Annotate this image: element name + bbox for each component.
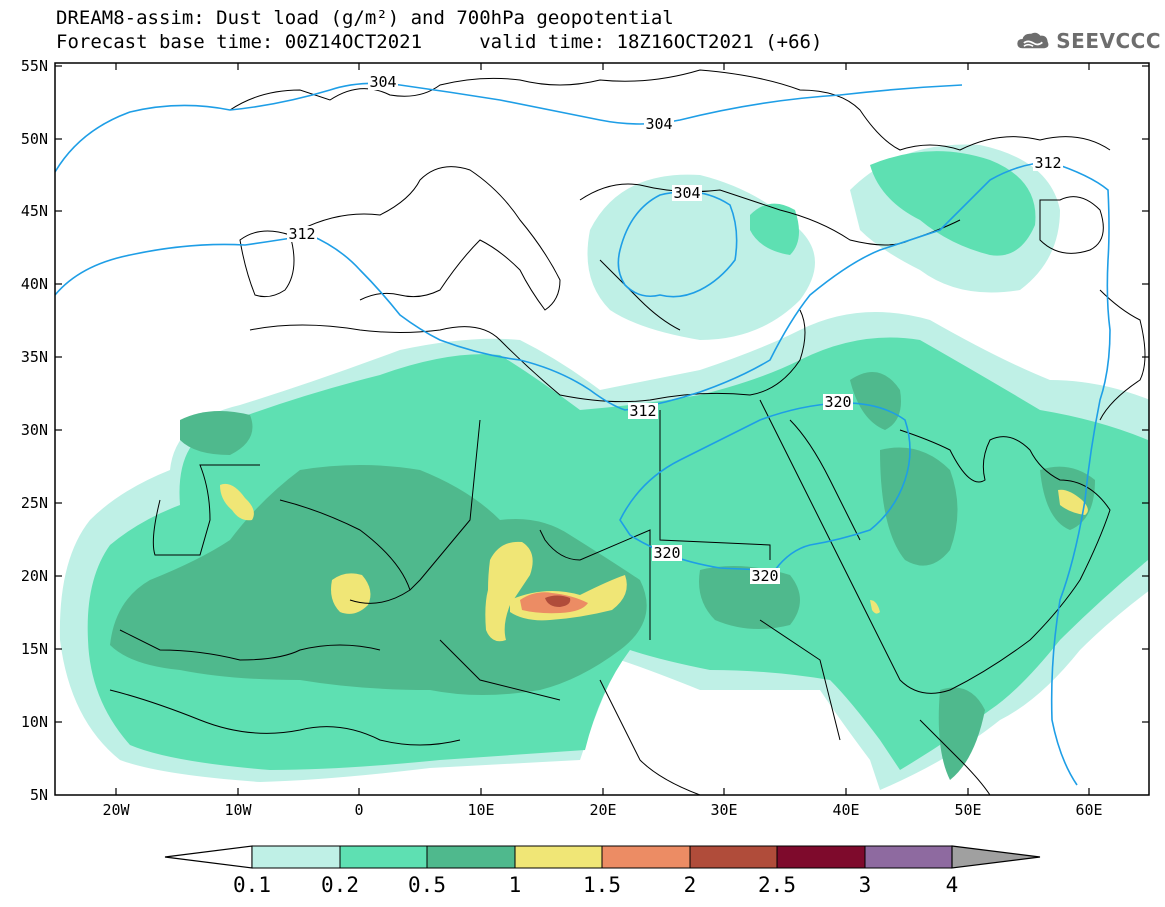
dust-region-0-5 — [180, 411, 253, 455]
colorbar-swatch — [251, 845, 341, 869]
colorbar-label: 3 — [859, 873, 872, 897]
colorbar-label: 0.2 — [321, 873, 359, 897]
lon-label: 50E — [954, 801, 981, 819]
cloud-icon — [1017, 32, 1049, 49]
contour-label: 304 — [672, 184, 702, 202]
lat-label: 35N — [21, 348, 48, 366]
contour-label: 312 — [287, 225, 317, 243]
lat-label: 10N — [21, 713, 48, 731]
svg-text:312: 312 — [288, 225, 315, 243]
svg-text:312: 312 — [1034, 154, 1061, 172]
dust-region-1 — [485, 541, 533, 642]
contour-304-north — [55, 82, 963, 173]
colorbar-swatch — [689, 845, 778, 869]
contour-label: 320 — [750, 567, 780, 585]
lat-label: 30N — [21, 421, 48, 439]
colorbar-label: 2 — [684, 873, 697, 897]
svg-text:304: 304 — [369, 73, 396, 91]
lat-label: 40N — [21, 275, 48, 293]
contour-304-balkans — [617, 190, 738, 298]
lat-label: 55N — [21, 57, 48, 75]
svg-text:312: 312 — [629, 402, 656, 420]
colorbar-label: 0.5 — [408, 873, 446, 897]
lat-label: 50N — [21, 130, 48, 148]
colorbar-low-arrow — [164, 845, 253, 869]
colorbar: 0.1 0.2 0.5 1 1.5 2 2.5 3 4 — [164, 845, 1041, 897]
svg-text:320: 320 — [653, 544, 680, 562]
colorbar-swatch — [426, 845, 516, 869]
contour-labels: 304 304 304 312 312 312 320 320 320 — [287, 73, 1063, 585]
logo-text: SEEVCCC — [1056, 29, 1161, 53]
map-frame — [54, 62, 1150, 796]
chart-title: DREAM8-assim: Dust load (g/m²) and 700hP… — [56, 7, 674, 29]
colorbar-swatch — [776, 845, 866, 869]
svg-text:320: 320 — [751, 567, 778, 585]
colorbar-label: 4 — [946, 873, 959, 897]
lon-label: 60E — [1075, 801, 1102, 819]
lon-label: 40E — [832, 801, 859, 819]
dust-field — [55, 69, 1149, 795]
svg-text:304: 304 — [645, 115, 672, 133]
dust-region-0-5 — [110, 465, 647, 695]
svg-text:320: 320 — [824, 393, 851, 411]
contour-label: 320 — [652, 544, 682, 562]
contour-320 — [619, 402, 911, 571]
geopotential-contours — [55, 82, 1111, 786]
lon-label: 0 — [354, 801, 363, 819]
lat-label: 15N — [21, 640, 48, 658]
contour-label: 312 — [628, 402, 658, 420]
colorbar-label: 0.1 — [233, 873, 271, 897]
dust-region-1 — [220, 483, 254, 521]
dust-region-2 — [545, 595, 571, 607]
colorbar-high-arrow — [951, 845, 1041, 869]
dust-region-0-5 — [880, 447, 958, 566]
colorbar-swatch — [514, 845, 603, 869]
dust-region-1 — [870, 600, 880, 614]
axis-ticks — [55, 63, 1149, 795]
lon-label: 30E — [710, 801, 737, 819]
lat-label: 25N — [21, 494, 48, 512]
contour-label: 304 — [644, 115, 674, 133]
lat-label: 5N — [30, 786, 48, 804]
colorbar-swatch — [601, 845, 691, 869]
colorbar-swatch — [339, 845, 428, 869]
dust-region-1 — [331, 573, 371, 614]
colorbar-label: 2.5 — [758, 873, 796, 897]
contour-label: 312 — [1033, 154, 1063, 172]
svg-text:304: 304 — [673, 184, 700, 202]
colorbar-label: 1 — [509, 873, 522, 897]
latitude-labels: 55N 50N 45N 40N 35N 30N 25N 20N 15N 10N … — [21, 57, 48, 804]
dust-region-0-2 — [750, 203, 799, 255]
coastlines — [109, 69, 1146, 795]
seevccc-logo: SEEVCCC — [1016, 22, 1161, 60]
colorbar-label: 1.5 — [583, 873, 621, 897]
longitude-labels: 20W 10W 0 10E 20E 30E 40E 50E 60E — [102, 801, 1102, 819]
lat-label: 45N — [21, 202, 48, 220]
lon-label: 20E — [589, 801, 616, 819]
dust-region-0-5 — [938, 687, 985, 780]
lon-label: 10E — [467, 801, 494, 819]
lon-label: 20W — [102, 801, 130, 819]
colorbar-swatch — [864, 845, 953, 869]
forecast-time-subtitle: Forecast base time: 00Z14OCT2021 valid t… — [56, 31, 823, 53]
lat-label: 20N — [21, 567, 48, 585]
contour-label: 320 — [823, 393, 853, 411]
dust-region-1 — [1058, 489, 1088, 515]
dust-region-0-5 — [850, 372, 901, 430]
contour-312-west — [55, 161, 1111, 786]
contour-label: 304 — [368, 73, 398, 91]
lon-label: 10W — [224, 801, 252, 819]
